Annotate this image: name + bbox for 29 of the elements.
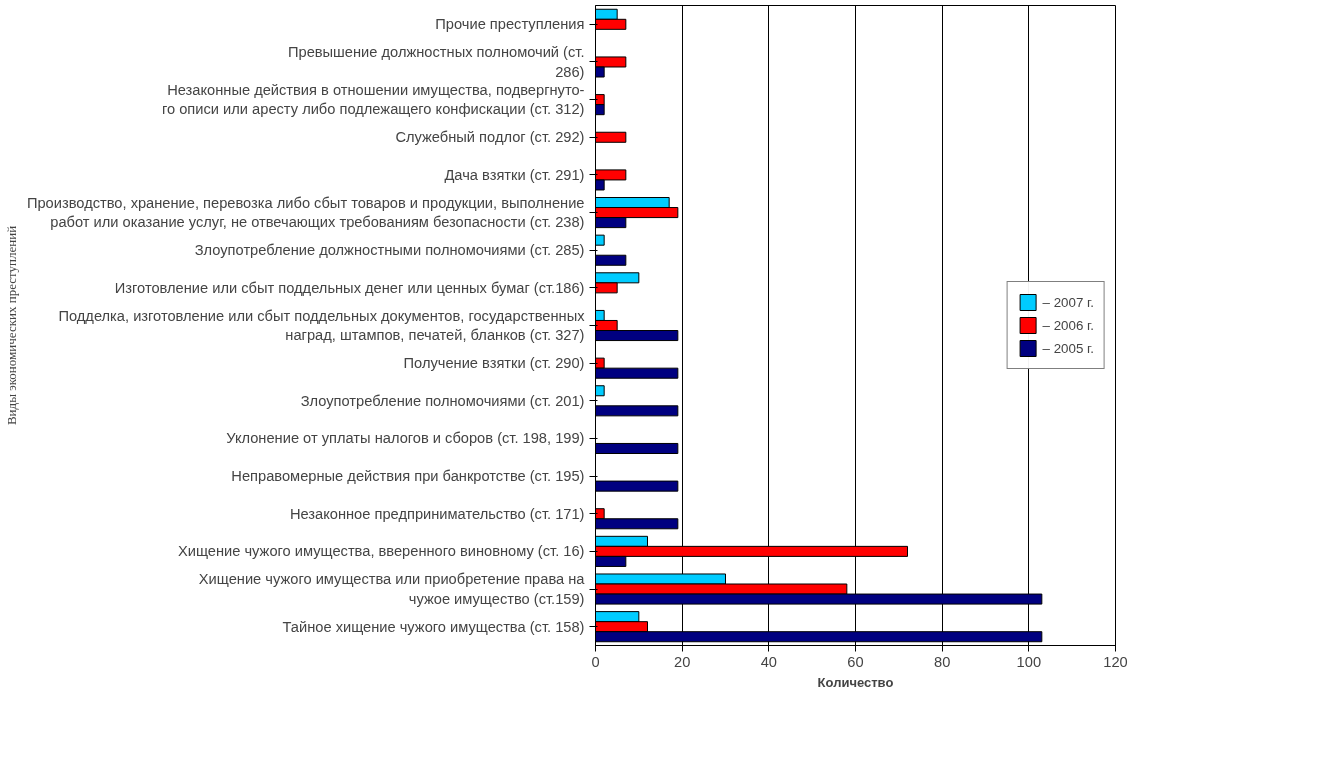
y-tick-label: Хищение чужого имущества или приобретение права на чужое имущество (ст.159) bbox=[198, 571, 586, 607]
y-tick-label: Прочие преступления bbox=[435, 16, 585, 33]
x-tick-label: 40 bbox=[760, 653, 777, 670]
y-tick-label: Изготовление или сбыт поддельных денег или ценных бумаг (ст.186) bbox=[114, 279, 585, 296]
legend-label: – 2005 г. bbox=[1042, 340, 1094, 356]
legend-label: – 2006 г. bbox=[1042, 317, 1094, 333]
y-axis-title: Виды экономических преступлений bbox=[3, 225, 19, 426]
y-tick-label: Злоупотребление должностными полномочиями (ст. 285) bbox=[194, 242, 585, 259]
y-tick-label: Служебный подлог (ст. 292) bbox=[395, 129, 585, 146]
y-tick-label: Дача взятки (ст. 291) bbox=[444, 166, 585, 183]
y-tick-label: Незаконное предпринимательство (ст. 171) bbox=[289, 505, 585, 522]
y-tick-label: Неправомерные действия при банкротстве (ст. 195) bbox=[231, 468, 585, 485]
y-tick-label: Производство, хранение, перевозка либо сбыт товаров и продукции, выполнение работ или оказание услуг, не отвечающих требованиям безопасности (ст. 238) bbox=[26, 194, 585, 231]
x-tick-label: 20 bbox=[674, 653, 691, 670]
y-tick-label: Подделка, изготовление или сбыт поддельных документов, государственных наград, штампов, печатей, бланков (ст. 327) bbox=[58, 307, 586, 344]
y-tick-label: Незаконные действия в отношении имущества, подвергнуто- го описи или аресту либо подлежащего конфискации (ст. 312) bbox=[161, 82, 585, 118]
x-axis-title: Количество bbox=[817, 674, 894, 690]
y-tick-label: Уклонение от уплаты налогов и сборов (ст. 198, 199) bbox=[226, 430, 585, 447]
y-tick-label: Получение взятки (ст. 290) bbox=[403, 355, 585, 372]
x-tick-label: 80 bbox=[934, 653, 951, 670]
y-tick-label: Превышение должностных полномочий (ст. 286) bbox=[287, 44, 585, 80]
x-tick-label: 0 bbox=[591, 653, 600, 670]
x-tick-label: 120 bbox=[1103, 653, 1128, 670]
y-tick-label: Тайное хищение чужого имущества (ст. 158) bbox=[282, 618, 585, 635]
legend-label: – 2007 г. bbox=[1042, 294, 1094, 310]
x-tick-label: 100 bbox=[1016, 653, 1042, 670]
y-tick-label: Хищение чужого имущества, вверенного виновному (ст. 16) bbox=[177, 543, 585, 560]
x-tick-label: 60 bbox=[847, 653, 864, 670]
y-tick-label: Злоупотребление полномочиями (ст. 201) bbox=[300, 392, 585, 409]
